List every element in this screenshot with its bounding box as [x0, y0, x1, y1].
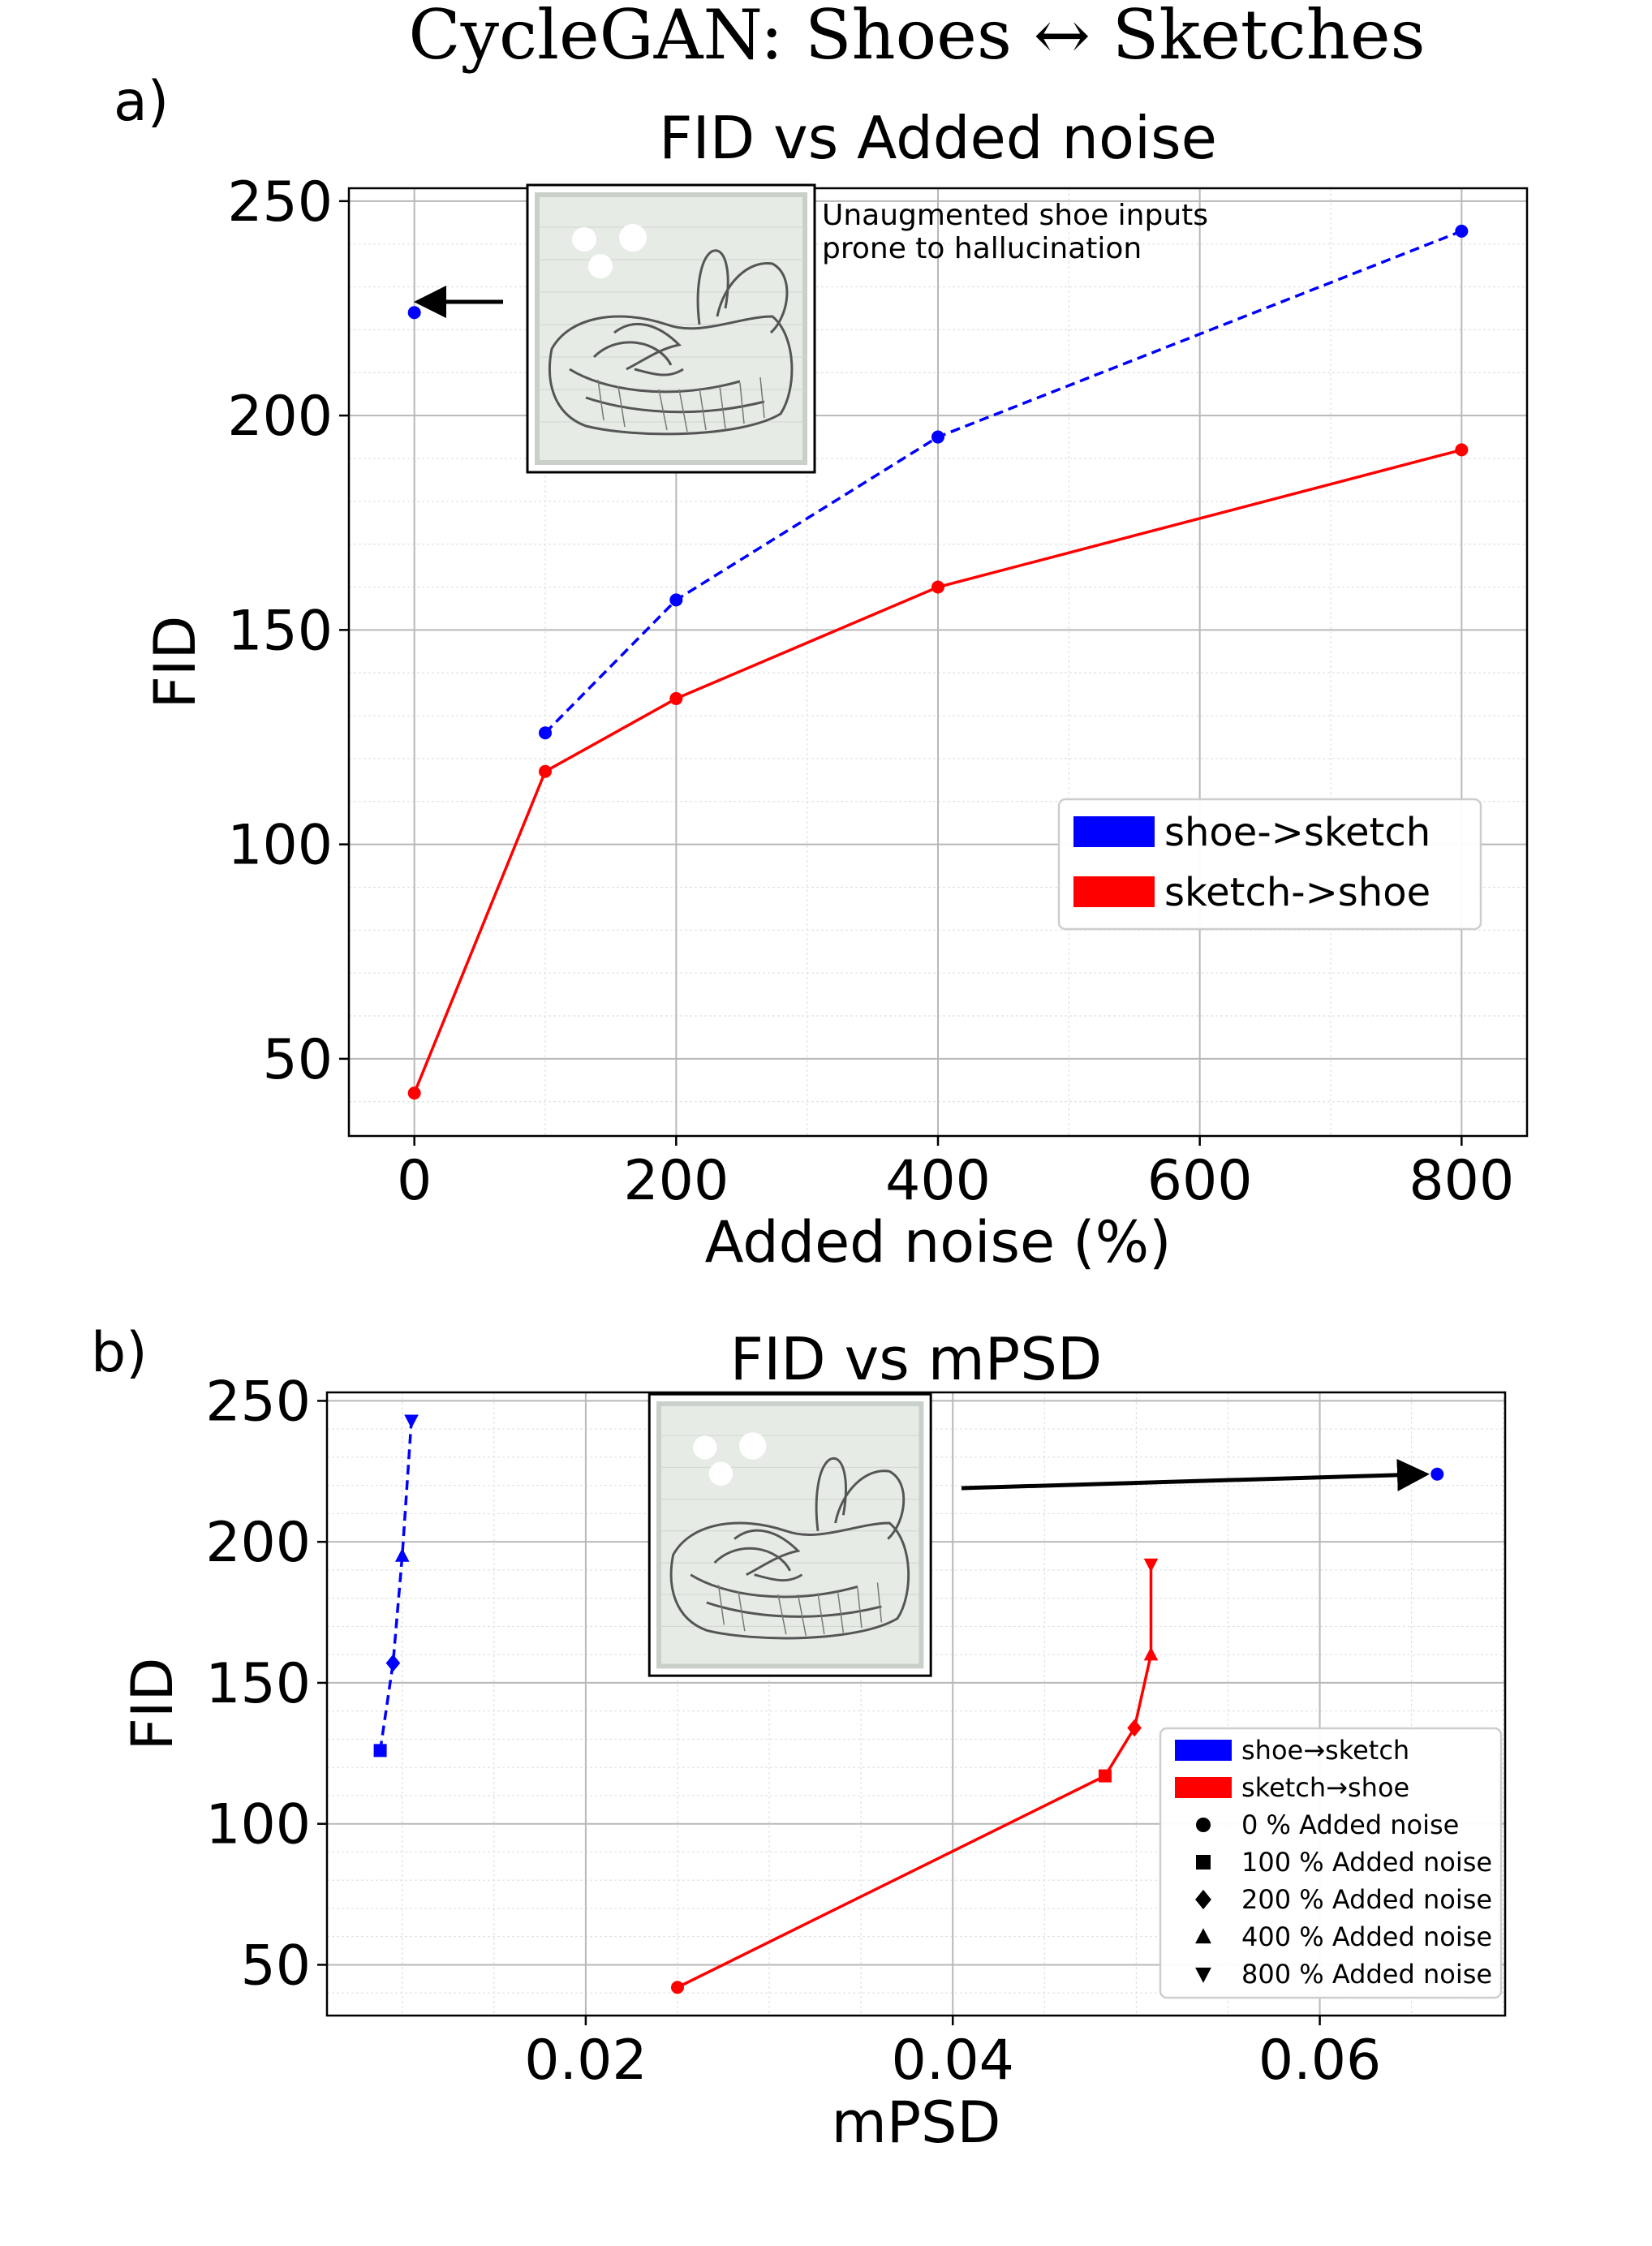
y-axis-label: FID: [142, 616, 209, 709]
y-tick-label: 50: [240, 1934, 311, 1998]
y-tick-label: 50: [262, 1028, 333, 1092]
data-point: [539, 726, 552, 740]
x-tick-label: 0.06: [1258, 2029, 1381, 2093]
x-tick-label: 400: [885, 1149, 991, 1213]
legend-label: shoe→sketch: [1241, 1735, 1409, 1766]
x-tick-label: 0.02: [524, 2029, 647, 2093]
x-tick-label: 600: [1147, 1149, 1253, 1213]
data-point: [931, 580, 944, 594]
y-tick-label: 150: [227, 599, 333, 663]
data-point: [373, 1744, 387, 1758]
legend-marker: [1196, 1818, 1211, 1832]
data-point: [394, 1547, 410, 1562]
legend-marker: [1195, 1967, 1211, 1983]
plot-frame: [325, 1391, 1507, 2017]
data-point: [1455, 443, 1469, 457]
legend: shoe->sketch sketch->shoe: [1057, 798, 1482, 931]
y-tick-label: 200: [227, 385, 333, 449]
y-tick-label: 100: [205, 1793, 311, 1857]
chart-title: FID vs Added noise: [659, 104, 1217, 172]
data-point: [670, 1981, 684, 1994]
figure-title: CycleGAN: Shoes ↔ Sketches: [408, 0, 1425, 75]
legend-swatch: [1073, 876, 1155, 907]
y-tick-label: 100: [227, 814, 333, 878]
annotation-arrow: [961, 1458, 1430, 1491]
x-tick-label: 800: [1409, 1149, 1514, 1213]
data-point: [385, 1654, 401, 1672]
y-tick-label: 250: [227, 170, 333, 234]
major-grid: [349, 188, 1527, 1136]
legend-marker: [1195, 1889, 1211, 1910]
chart-fid-vs-mpsd: 50 100 150 200 250 0.02 0.04 0.06 FID vs mPSD mPS…: [119, 1325, 1507, 2156]
legend-marker-label: 200 % Added noise: [1241, 1884, 1492, 1915]
data-point: [1098, 1769, 1112, 1783]
x-tick-label: 0.04: [892, 2029, 1014, 2093]
data-point: [1455, 224, 1469, 238]
legend-swatch: [1175, 1777, 1232, 1798]
y-tick-label: 250: [205, 1370, 311, 1434]
legend-swatch: [1073, 816, 1155, 847]
legend: shoe→sketch sketch→shoe 0 % Added noise 100…: [1159, 1727, 1503, 1999]
data-point: [1127, 1719, 1142, 1737]
legend-label: sketch→shoe: [1241, 1772, 1409, 1803]
y-tick-label: 150: [205, 1652, 311, 1716]
x-axis-label: mPSD: [832, 2089, 1001, 2156]
series-line: [544, 230, 1462, 734]
legend-marker-label: 800 % Added noise: [1241, 1959, 1492, 1990]
data-point: [1143, 1646, 1159, 1661]
legend-label: sketch->shoe: [1164, 870, 1430, 915]
series-sketch->shoe: [407, 443, 1469, 1100]
panel-a-label: a): [114, 70, 169, 134]
legend-marker-label: 400 % Added noise: [1241, 1921, 1492, 1952]
chart-title: FID vs mPSD: [730, 1325, 1103, 1393]
x-axis-label: Added noise (%): [705, 1209, 1172, 1276]
legend-label: shoe->sketch: [1164, 810, 1430, 855]
data-point: [669, 593, 683, 607]
panel-b-label: b): [91, 1321, 148, 1385]
shoe-sketch-inset-image: [647, 1392, 932, 1677]
x-tick-label: 0: [397, 1149, 432, 1213]
data-point: [407, 306, 421, 320]
series-sketch→shoe: [670, 1558, 1159, 1994]
data-point: [404, 1414, 419, 1429]
x-tick-label: 200: [623, 1149, 729, 1213]
data-point: [407, 1086, 421, 1100]
series-shoe→sketch: [373, 1414, 1444, 1758]
shoe-sketch-inset-image: [526, 183, 816, 474]
legend-marker-label: 0 % Added noise: [1241, 1809, 1459, 1840]
data-point: [669, 691, 683, 705]
data-point: [1143, 1558, 1159, 1573]
legend-marker-label: 100 % Added noise: [1241, 1847, 1492, 1878]
legend-marker: [1196, 1855, 1211, 1870]
data-point: [539, 764, 552, 778]
legend-marker: [1195, 1928, 1211, 1944]
y-axis-label: FID: [119, 1658, 186, 1751]
y-tick-label: 200: [205, 1511, 311, 1575]
annotation-text-line1: Unaugmented shoe inputs: [822, 199, 1208, 232]
data-point: [1430, 1467, 1444, 1481]
chart-fid-vs-added-noise: 50 100 150 200 250 0 200 400 600 800 FID vs Added …: [142, 104, 1529, 1276]
data-point: [931, 430, 944, 444]
series-line: [378, 1420, 413, 1751]
legend-swatch: [1175, 1740, 1232, 1761]
annotation-text-line2: prone to hallucination: [822, 232, 1142, 265]
